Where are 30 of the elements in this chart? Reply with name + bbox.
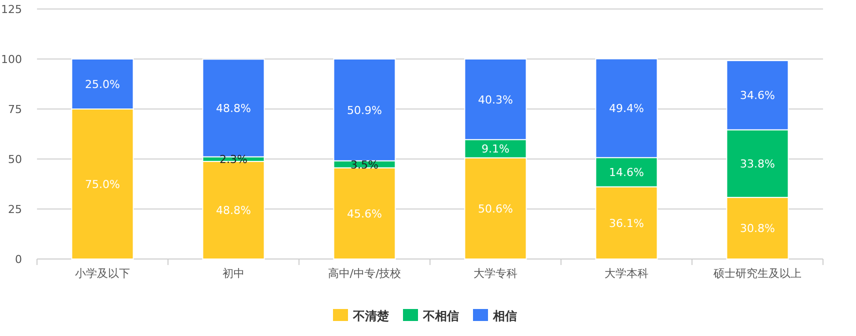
y-tick-label: 75 [8, 103, 22, 116]
data-label: 49.4% [609, 102, 644, 116]
x-tick-label: 大学专科 [474, 267, 518, 280]
data-label: 36.1% [609, 216, 644, 230]
x-tick-label: 硕士研究生及以上 [712, 267, 802, 280]
data-label: 30.8% [740, 222, 775, 236]
data-label: 50.9% [347, 104, 382, 117]
data-label: 33.8% [740, 158, 775, 171]
y-tick-label: 25 [8, 203, 22, 216]
data-label: 34.6% [740, 89, 775, 102]
x-tick-label: 小学及以下 [75, 267, 130, 280]
data-label: 25.0% [85, 78, 120, 91]
y-tick-label: 100 [1, 53, 22, 66]
data-label: 9.1% [482, 142, 510, 156]
data-label: 48.8% [216, 102, 251, 115]
y-tick-label: 0 [15, 253, 22, 266]
data-label: 75.0% [85, 178, 120, 191]
x-tick-label: 初中 [222, 267, 244, 280]
x-tick-label: 大学本科 [604, 267, 648, 280]
data-label: 50.6% [478, 202, 513, 216]
data-label: 14.6% [609, 166, 644, 180]
x-tick-label: 高中/中专/技校 [328, 267, 402, 280]
legend-label: 不清楚 [352, 309, 390, 323]
y-tick-label: 50 [8, 153, 22, 166]
data-label: 48.8% [216, 204, 251, 218]
y-tick-label: 125 [1, 3, 22, 16]
legend-label: 相信 [492, 309, 517, 323]
data-label: 45.6% [347, 207, 382, 220]
legend-label: 不相信 [422, 309, 459, 323]
data-label: 40.3% [478, 93, 513, 106]
